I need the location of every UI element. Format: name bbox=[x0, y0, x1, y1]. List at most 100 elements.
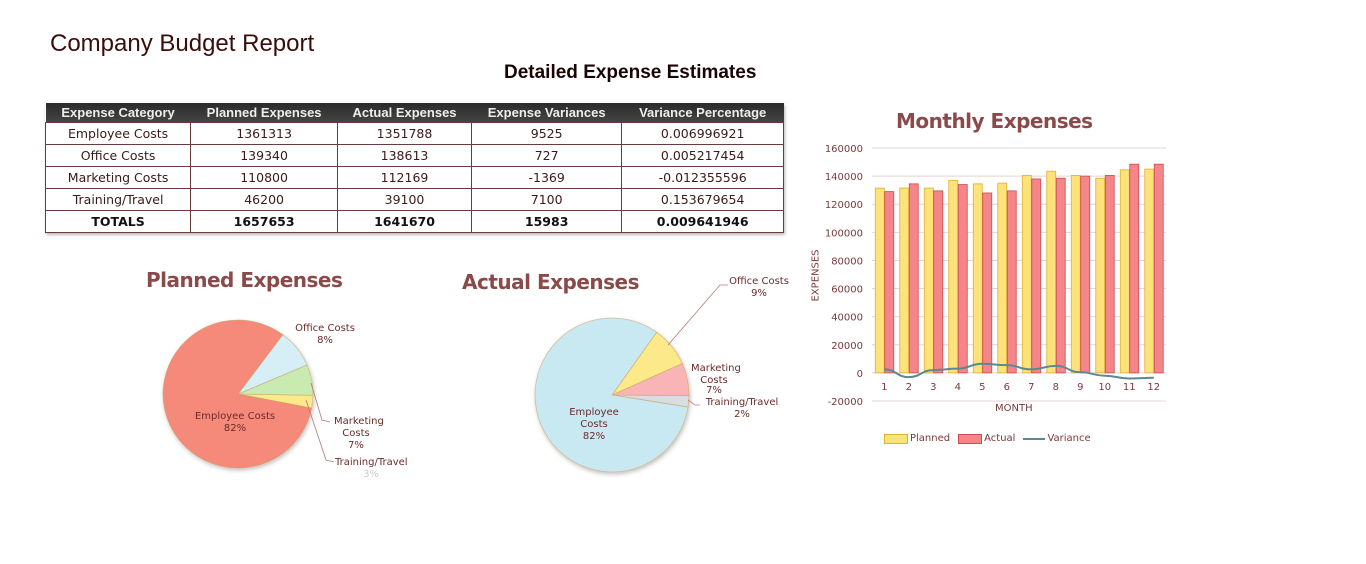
col-header: Expense Category bbox=[45, 103, 191, 123]
table-cell: Office Costs bbox=[44, 144, 192, 167]
x-tick-label: 5 bbox=[979, 382, 985, 393]
pie-slice-employee-costs bbox=[162, 319, 313, 469]
bar-planned bbox=[1144, 168, 1155, 374]
col-header: Expense Variances bbox=[471, 103, 622, 123]
y-tick-label: 40000 bbox=[831, 313, 863, 324]
pie-slice-employee-costs bbox=[534, 317, 689, 473]
totals-cell: 0.009641946 bbox=[621, 210, 784, 233]
report-subtitle: Detailed Expense Estimates bbox=[504, 62, 757, 83]
bar-planned bbox=[899, 187, 910, 374]
actual-pie bbox=[534, 317, 690, 473]
y-tick-label: 160000 bbox=[825, 144, 863, 155]
y-tick-label: 60000 bbox=[831, 285, 863, 296]
x-tick-label: 11 bbox=[1123, 382, 1136, 393]
legend-line-swatch bbox=[1023, 437, 1046, 440]
table-cell: Marketing Costs bbox=[44, 166, 192, 189]
y-tick-label: -20000 bbox=[828, 397, 863, 408]
bar-actual bbox=[908, 183, 919, 374]
legend-label: Variance bbox=[1047, 433, 1091, 444]
bar-planned bbox=[948, 179, 959, 374]
bar-planned bbox=[1070, 175, 1081, 374]
bar-planned bbox=[1119, 169, 1130, 374]
table-cell: 1351788 bbox=[337, 122, 472, 145]
bar-planned bbox=[972, 183, 983, 374]
table-cell: 139340 bbox=[190, 144, 339, 167]
y-tick-label: 0 bbox=[857, 369, 863, 380]
col-header: Variance Percentage bbox=[621, 103, 784, 123]
variance-line bbox=[884, 362, 1154, 380]
y-axis-label: EXPENSES bbox=[810, 249, 822, 302]
planned-pie-title: Planned Expenses bbox=[146, 268, 343, 292]
legend-item: Variance bbox=[1023, 433, 1091, 444]
x-tick-label: 9 bbox=[1077, 382, 1083, 393]
actual-label-employee: Employee Costs 82% bbox=[569, 407, 619, 442]
bar-planned bbox=[997, 182, 1008, 374]
totals-cell: 1641670 bbox=[337, 210, 472, 233]
bar-actual bbox=[884, 191, 895, 374]
bar-planned bbox=[923, 187, 934, 374]
legend-label: Actual bbox=[984, 433, 1016, 444]
x-tick-label: 12 bbox=[1147, 382, 1160, 393]
bar-actual bbox=[933, 190, 944, 374]
y-tick-label: 20000 bbox=[831, 341, 863, 352]
legend-bar-swatch bbox=[958, 433, 983, 444]
x-tick-label: 3 bbox=[930, 382, 936, 393]
actual-label-training: Training/Travel 2% bbox=[705, 397, 779, 420]
actual-pie-title: Actual Expenses bbox=[462, 270, 640, 294]
bar-actual bbox=[982, 192, 993, 374]
bar-actual bbox=[1031, 178, 1042, 374]
x-tick-label: 1 bbox=[881, 382, 887, 393]
table-row: Training/Travel 46200 39100 7100 0.153679654 bbox=[44, 188, 784, 211]
expense-table: Expense Category Planned Expenses Actual… bbox=[44, 103, 784, 233]
planned-label-marketing: Marketing Costs 7% bbox=[334, 416, 384, 451]
x-tick-label: 2 bbox=[906, 382, 912, 393]
planned-label-training: Training/Travel 3% bbox=[335, 457, 407, 477]
col-header: Actual Expenses bbox=[337, 103, 472, 123]
bar-planned bbox=[1021, 175, 1032, 374]
actual-label-marketing: Marketing Costs 7% bbox=[691, 363, 741, 396]
table-cell: 46200 bbox=[190, 188, 339, 211]
leader-lines bbox=[305, 284, 728, 463]
bar-planned bbox=[874, 187, 885, 374]
monthly-bar-chart: 1600001400001200001000008000060000400002… bbox=[825, 144, 1166, 408]
col-header: Planned Expenses bbox=[190, 103, 338, 123]
legend-label: Planned bbox=[910, 433, 951, 444]
table-cell: 9525 bbox=[470, 122, 623, 145]
bar-actual bbox=[1129, 163, 1140, 374]
x-tick-label: 4 bbox=[955, 382, 961, 393]
table-row: Office Costs 139340 138613 727 0.005217454 bbox=[44, 144, 784, 167]
bar-planned bbox=[1095, 177, 1106, 374]
bar-actual bbox=[1006, 190, 1017, 374]
planned-pie bbox=[162, 319, 314, 469]
x-tick-label: 8 bbox=[1053, 382, 1059, 393]
table-cell: 138613 bbox=[337, 144, 472, 167]
actual-label-office: Office Costs 9% bbox=[729, 276, 789, 299]
y-tick-label: 80000 bbox=[831, 256, 863, 267]
bar-actual bbox=[1153, 163, 1164, 374]
planned-label-employee: Employee Costs 82% bbox=[194, 411, 276, 434]
y-tick-label: 120000 bbox=[825, 200, 863, 211]
bar-chart-title: Monthly Expenses bbox=[896, 109, 1093, 133]
table-cell: Employee Costs bbox=[44, 122, 192, 145]
report-title: Company Budget Report bbox=[50, 30, 315, 57]
totals-cell: TOTALS bbox=[44, 210, 192, 233]
legend: Planned Actual Variance bbox=[884, 433, 1091, 444]
planned-label-office: Office Costs 8% bbox=[295, 323, 355, 346]
legend-bar-swatch bbox=[884, 433, 908, 444]
totals-row: TOTALS 1657653 1641670 15983 0.009641946 bbox=[44, 210, 784, 233]
x-tick-label: 7 bbox=[1028, 382, 1034, 393]
legend-item: Actual bbox=[958, 433, 1015, 444]
bar-actual bbox=[957, 184, 968, 374]
totals-cell: 15983 bbox=[470, 210, 623, 233]
bar-actual bbox=[1055, 177, 1066, 374]
totals-cell: 1657653 bbox=[190, 210, 339, 233]
y-tick-label: 140000 bbox=[825, 172, 863, 183]
bar-planned bbox=[1046, 170, 1057, 374]
bar-actual bbox=[1104, 175, 1115, 374]
y-tick-label: 100000 bbox=[825, 228, 863, 239]
legend-item: Planned bbox=[884, 433, 950, 444]
bar-actual bbox=[1080, 175, 1091, 374]
x-tick-label: 6 bbox=[1004, 382, 1010, 393]
x-tick-label: 10 bbox=[1098, 382, 1111, 393]
